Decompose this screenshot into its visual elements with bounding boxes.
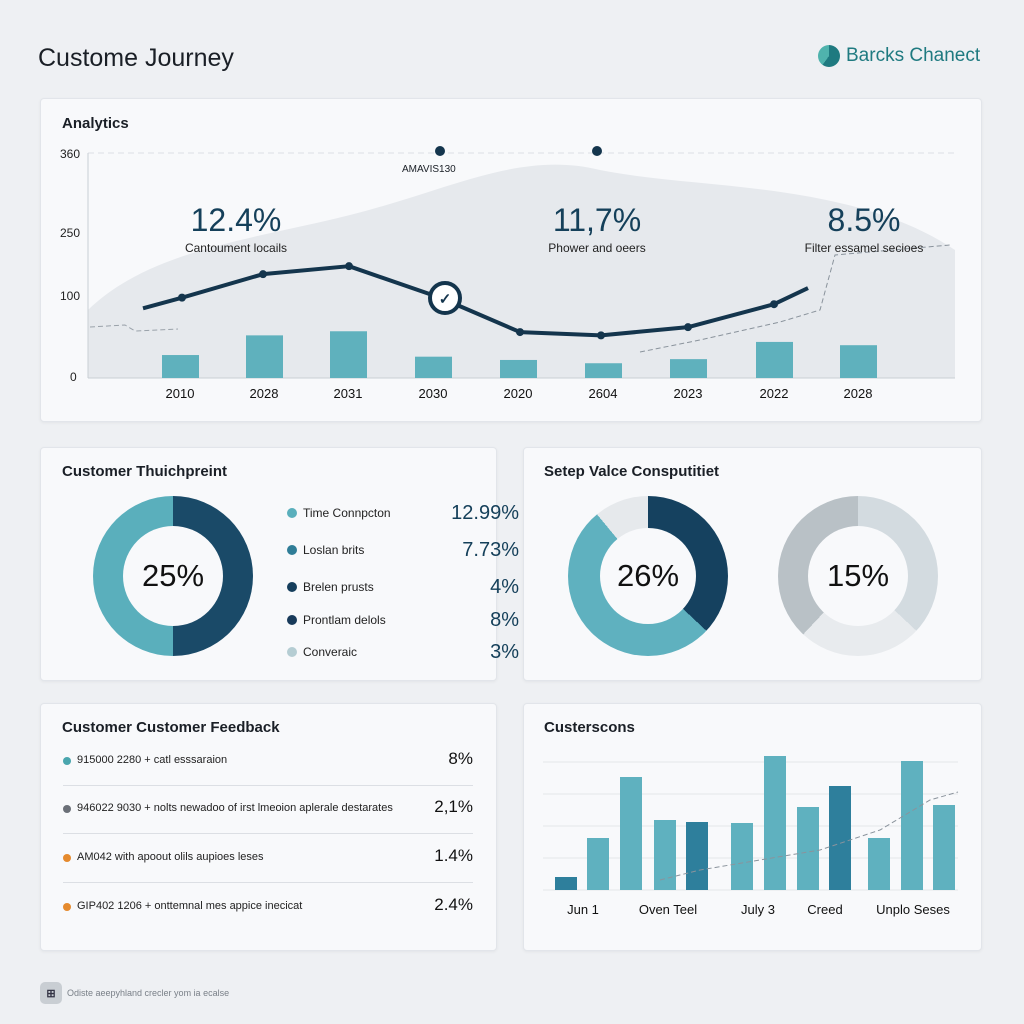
x-tick-label: 2020 [503, 386, 533, 401]
x-tick-label: 2604 [588, 386, 618, 401]
x-tick-label: 2022 [759, 386, 789, 401]
bar [500, 359, 537, 378]
bar [840, 345, 877, 378]
bar [246, 335, 283, 378]
dashed-trend [89, 324, 179, 332]
x-label: Oven Teel [638, 902, 698, 917]
y-tick: 100 [60, 289, 81, 303]
touchpoint-card: Customer Thuichpreint 25% Time Connpcton… [40, 447, 519, 681]
brand-name: Barcks Chanect [846, 45, 981, 66]
legend-item: Time Connpcton 12.99% [287, 502, 519, 524]
donut-center-value: 15% [808, 526, 908, 626]
bar [330, 331, 367, 378]
donut-center-value: 26% [600, 528, 696, 624]
x-tick-label: 2028 [249, 386, 279, 401]
bar [756, 341, 793, 378]
x-label: Unplo Seses [876, 902, 950, 917]
legend-item: Brelen prusts 4% [287, 576, 519, 598]
feedback-item[interactable]: 915000 2280 + catl esssaraion 8% [63, 738, 473, 786]
x-tick-label: 2031 [333, 386, 363, 401]
setup-donut-1: 26% [568, 496, 728, 656]
line-point [770, 300, 778, 309]
legend-item: Converaic 3% [287, 641, 519, 663]
y-tick: 250 [60, 226, 81, 240]
check-icon: ✓ [439, 291, 452, 308]
x-tick-label: 2010 [165, 386, 195, 401]
page-title: Custome Journey [38, 44, 234, 72]
touchpoint-title: Customer Thuichpreint [62, 463, 228, 480]
analytics-chart: ✓ [87, 146, 955, 379]
chart-annotation: AMAVIS130 [402, 164, 456, 175]
donut-center-value: 25% [123, 526, 223, 626]
marker-dot [435, 146, 445, 156]
legend-dot [287, 615, 297, 625]
x-label: Creed [807, 902, 843, 917]
line-point [178, 293, 186, 302]
setup-title: Setep Valce Consputitiet [544, 463, 720, 480]
setup-donut-2: 15% [778, 496, 938, 656]
x-tick-label: 2030 [418, 386, 448, 401]
bar [670, 359, 707, 378]
highlight-marker [428, 281, 462, 315]
x-tick-label: 2028 [843, 386, 873, 401]
feedback-card: Customer Customer Feedback 915000 2280 +… [40, 703, 497, 951]
brand-logo[interactable]: Barcks Chanect [818, 44, 980, 68]
legend-dot [287, 508, 297, 518]
feedback-item[interactable]: GIP402 1206 + onttemnal mes appice ineci… [63, 884, 473, 932]
kpi-3: 8.5% Filter essamel secioes [804, 202, 924, 255]
line-point [684, 323, 692, 332]
marker-dot [592, 146, 602, 156]
footer-text: Odiste aeepyhland crecler yom ia ecalse [67, 988, 230, 998]
y-tick: 0 [70, 370, 77, 384]
feedback-title: Customer Customer Feedback [62, 719, 280, 736]
kpi-1: 12.4% Cantoument locails [184, 202, 288, 255]
dashed-trend [639, 244, 951, 353]
y-tick: 360 [60, 147, 81, 161]
footer: ⊞ Odiste aeepyhland crecler yom ia ecals… [40, 982, 229, 1004]
analytics-title: Analytics [62, 115, 129, 132]
legend-item: Prontlam delols 8% [287, 609, 519, 631]
feedback-item[interactable]: 946022 9030 + nolts newadoo of irst lmeo… [63, 786, 473, 834]
feedback-item[interactable]: AM042 with apoout olils aupioes leses 1.4… [63, 835, 473, 883]
line-point [259, 270, 267, 279]
customers-title: Custerscons [544, 719, 635, 736]
bar [415, 356, 452, 378]
logo-icon [818, 45, 840, 67]
bar [585, 363, 622, 378]
line-point [597, 331, 605, 340]
legend-dot [287, 647, 297, 657]
document-icon[interactable]: ⊞ [40, 982, 62, 1004]
setup-card: Setep Valce Consputitiet 26% 15% [523, 447, 982, 681]
bar [162, 355, 199, 378]
line-series [142, 264, 809, 338]
touchpoint-donut: 25% [93, 496, 253, 656]
line-point [345, 262, 353, 271]
x-label: Jun 1 [567, 902, 599, 917]
x-tick-label: 2023 [673, 386, 703, 401]
kpi-2: 11,7% Phower and oeers [548, 202, 646, 255]
legend-dot [287, 582, 297, 592]
line-point [516, 328, 524, 337]
background-area [88, 164, 955, 378]
legend-item: Loslan brits 7.73% [287, 539, 519, 561]
x-label: July 3 [741, 902, 775, 917]
legend-dot [287, 545, 297, 555]
